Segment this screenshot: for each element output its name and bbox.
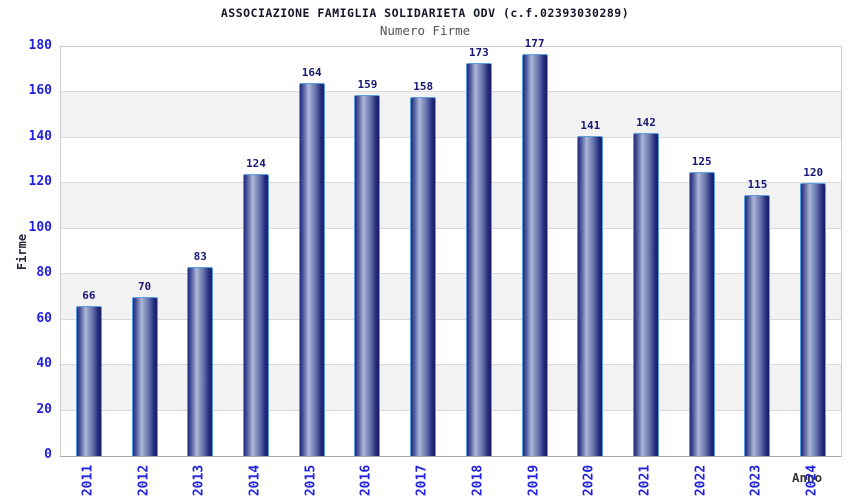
bar-value-label: 164 <box>301 66 322 80</box>
x-tick-label: 2022 <box>693 464 709 497</box>
gridline <box>61 182 841 184</box>
x-axis-label: Anno <box>792 470 823 485</box>
y-tick-label: 140 <box>28 128 52 144</box>
gridline <box>61 364 841 366</box>
y-tick-label: 160 <box>28 83 52 99</box>
bar-value-label: 83 <box>193 250 207 264</box>
y-tick-label: 0 <box>44 447 52 462</box>
bar <box>465 62 492 456</box>
bar-value-label: 125 <box>691 154 712 168</box>
bar-value-label: 66 <box>82 289 96 303</box>
chart-title: ASSOCIAZIONE FAMIGLIA SOLIDARIETA ODV (c… <box>220 6 630 20</box>
bar-value-label: 177 <box>524 36 545 50</box>
x-tick-label: 2012 <box>136 464 152 497</box>
y-tick-label: 40 <box>36 356 52 372</box>
x-tick-label: 2021 <box>637 464 653 497</box>
bar-value-label: 142 <box>636 116 656 130</box>
grid-band <box>61 92 841 138</box>
y-tick-label: 120 <box>28 174 52 190</box>
bar <box>75 306 102 456</box>
bar-value-label: 173 <box>468 45 489 59</box>
x-tick-label: 2017 <box>414 464 430 497</box>
x-tick-label: 2013 <box>191 464 207 497</box>
grid-band <box>61 410 841 456</box>
bar <box>243 174 269 456</box>
gridline <box>61 227 841 229</box>
bar-value-label: 70 <box>137 279 152 293</box>
bar-value-label: 120 <box>803 166 824 180</box>
y-tick-label: 80 <box>36 265 52 281</box>
bar-value-label: 158 <box>413 80 434 93</box>
bar <box>354 94 381 456</box>
bar-value-label: 159 <box>357 77 378 91</box>
bar <box>577 135 604 456</box>
gridline <box>61 91 841 93</box>
y-tick-label: 20 <box>36 401 52 417</box>
bar-value-label: 141 <box>580 118 601 132</box>
x-tick-label: 2019 <box>526 464 542 497</box>
plot-area: 66 70 83 124 164 159 158 173 177 141 142 125 115 120 <box>60 37 842 457</box>
grid-band <box>61 183 841 229</box>
x-tick-label: 2014 <box>247 464 263 497</box>
grid-band <box>61 47 841 93</box>
x-tick-label: 2024 <box>804 464 820 497</box>
bar <box>521 53 548 456</box>
x-tick-label: 2011 <box>80 464 96 497</box>
bar <box>744 194 771 456</box>
y-tick-label: 100 <box>28 219 52 235</box>
bar <box>298 83 325 456</box>
gridline <box>61 318 841 320</box>
bar <box>800 183 827 456</box>
gridline <box>61 409 841 411</box>
bar-value-label: 115 <box>747 177 768 191</box>
x-tick-label: 2020 <box>581 464 597 497</box>
bar-value-label: 124 <box>246 157 266 171</box>
bar <box>633 133 659 456</box>
bar <box>688 171 715 456</box>
x-tick-label: 2015 <box>303 464 319 497</box>
y-tick-label: 60 <box>36 310 52 326</box>
bar <box>187 267 214 456</box>
bar <box>131 296 158 456</box>
grid-band <box>61 365 841 411</box>
x-tick-label: 2016 <box>358 464 374 497</box>
gridline <box>61 273 841 275</box>
chart-subtitle: Numero Firme <box>379 23 471 38</box>
grid-band <box>61 274 841 320</box>
y-tick-label: 180 <box>28 38 52 53</box>
x-tick-label: 2023 <box>748 464 764 497</box>
x-tick-label: 2018 <box>470 464 486 497</box>
grid-band <box>61 319 841 366</box>
bar <box>410 97 437 456</box>
gridline <box>61 136 841 138</box>
